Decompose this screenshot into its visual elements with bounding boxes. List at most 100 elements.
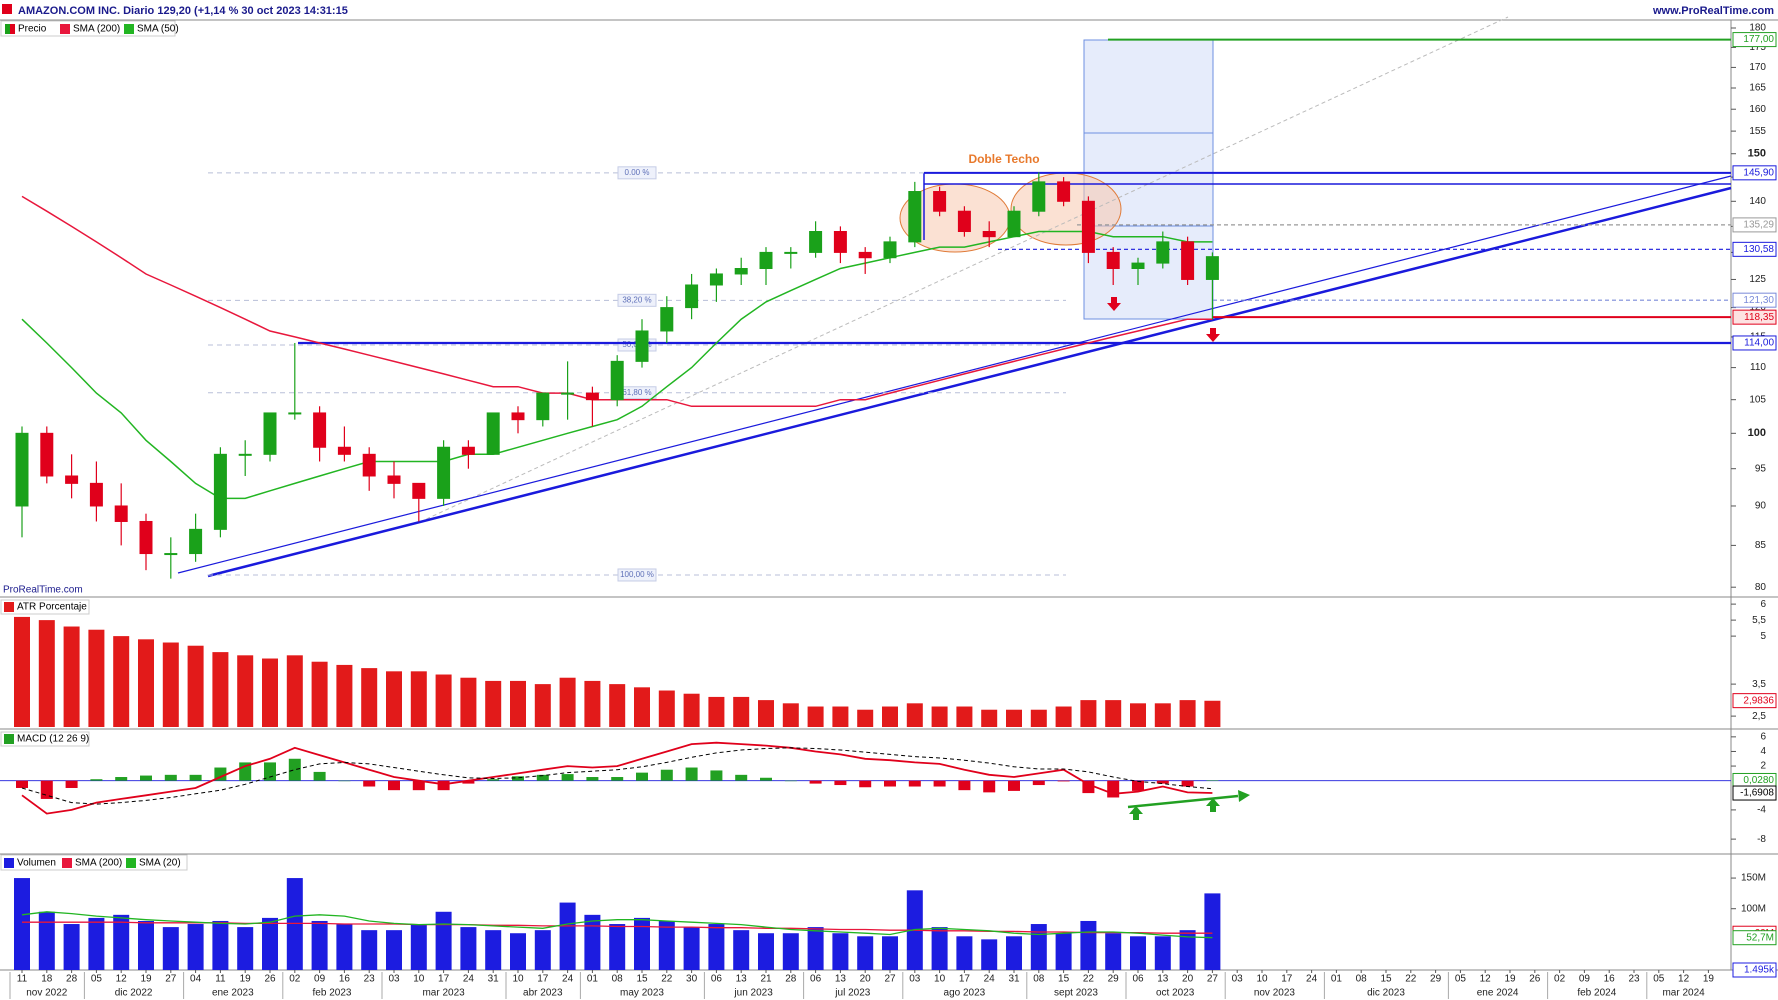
panel-title: MACD (12 26 9) [17, 734, 89, 745]
legend-swatch [4, 602, 14, 612]
x-tick-label: 15 [1380, 974, 1392, 985]
candle-body [412, 482, 426, 499]
histogram-bar [189, 774, 202, 781]
bar [981, 709, 998, 727]
y-tick-label: 120 [1749, 302, 1766, 313]
value-box [1732, 785, 1777, 801]
value-box-label: -1,6908 [1740, 788, 1774, 799]
x-tick-label: 31 [1008, 974, 1020, 985]
bar [88, 917, 105, 970]
bar [658, 920, 675, 970]
x-tick-label: 22 [1405, 974, 1417, 985]
legend-swatch [4, 858, 14, 868]
bar [683, 693, 700, 727]
histogram-bar [313, 771, 326, 781]
trend-line [177, 175, 1732, 574]
bar [88, 629, 105, 727]
x-tick-label: 20 [1182, 974, 1194, 985]
bar [882, 936, 898, 970]
bar [782, 703, 799, 727]
x-tick-label: 04 [190, 974, 202, 985]
candle-body [263, 412, 277, 455]
candle-body [15, 432, 29, 507]
bar [1179, 700, 1196, 727]
candle-body [89, 482, 103, 507]
legend-label: Precio [18, 24, 47, 35]
histogram-bar [760, 777, 772, 781]
bar [435, 674, 452, 727]
x-tick-label: 23 [364, 974, 376, 985]
legend-swatch [4, 734, 14, 744]
bar [212, 920, 229, 970]
candle-body [288, 412, 302, 415]
bar [559, 902, 576, 970]
candle-body [1131, 262, 1145, 270]
candle-body [486, 412, 500, 455]
bar [63, 626, 80, 727]
value-box-label: 118,35 [1744, 312, 1774, 323]
bar [311, 661, 328, 727]
bar [460, 927, 477, 970]
bar [931, 927, 948, 970]
bar [1055, 706, 1072, 727]
trend-line [207, 186, 1732, 578]
x-tick-label: 16 [1604, 974, 1616, 985]
candle-body [635, 330, 649, 362]
y-tick-label: -4 [1757, 805, 1766, 816]
value-box-label: 135,29 [1743, 220, 1774, 231]
x-tick-label: 06 [810, 974, 822, 985]
bar [1006, 709, 1022, 727]
candle-body [933, 191, 947, 212]
y-tick-label: 90 [1755, 501, 1767, 512]
down-arrow [1107, 297, 1121, 311]
histogram-bar [462, 780, 475, 784]
x-tick-label: 03 [388, 974, 400, 985]
bar [634, 687, 650, 727]
value-box-label: 177,00 [1743, 34, 1774, 45]
bar [1030, 924, 1047, 970]
candle-body [685, 284, 699, 309]
x-tick-label: 13 [1157, 974, 1169, 985]
x-tick-label: 08 [612, 974, 624, 985]
fib-label-box [617, 166, 657, 180]
bar [559, 677, 576, 727]
candle-body [511, 412, 525, 421]
histogram-bar [1032, 780, 1045, 786]
y-tick-label: 2,5 [1752, 711, 1766, 722]
x-tick-label: 28 [785, 974, 797, 985]
value-box [1732, 292, 1777, 308]
bar [931, 706, 948, 727]
divergence-arrow [1238, 790, 1250, 802]
bar [1154, 703, 1171, 727]
site-link[interactable]: www.ProRealTime.com [1652, 5, 1774, 17]
y-tick-label: 105 [1749, 394, 1766, 405]
bar [386, 930, 402, 970]
histogram-bar [363, 780, 376, 787]
candle-body [387, 475, 401, 484]
bar [857, 936, 874, 970]
candle-body [957, 210, 971, 233]
histogram-bar [611, 777, 624, 781]
annotation: Doble Techo [968, 152, 1039, 166]
x-tick-label: 06 [1132, 974, 1144, 985]
histogram-bar [1082, 780, 1095, 794]
bar [758, 933, 774, 970]
candle-body [908, 191, 922, 243]
month-label: dic 2023 [1367, 988, 1405, 999]
candle-body [610, 360, 624, 401]
legend-box [0, 599, 90, 615]
y-tick-label: 2 [1760, 761, 1766, 772]
up-arrow [1129, 806, 1143, 820]
month-label: ene 2024 [1477, 988, 1519, 999]
candle-body [461, 446, 475, 455]
candle-body [809, 231, 823, 253]
x-tick-label: 15 [1058, 974, 1070, 985]
x-tick-label: 17 [959, 974, 971, 985]
x-tick-label: 10 [934, 974, 946, 985]
histogram-bar [115, 777, 128, 781]
y-tick-label: -8 [1757, 834, 1766, 845]
x-tick-label: 19 [1703, 974, 1715, 985]
candle-body [759, 251, 773, 270]
histogram-bar [1181, 780, 1194, 787]
